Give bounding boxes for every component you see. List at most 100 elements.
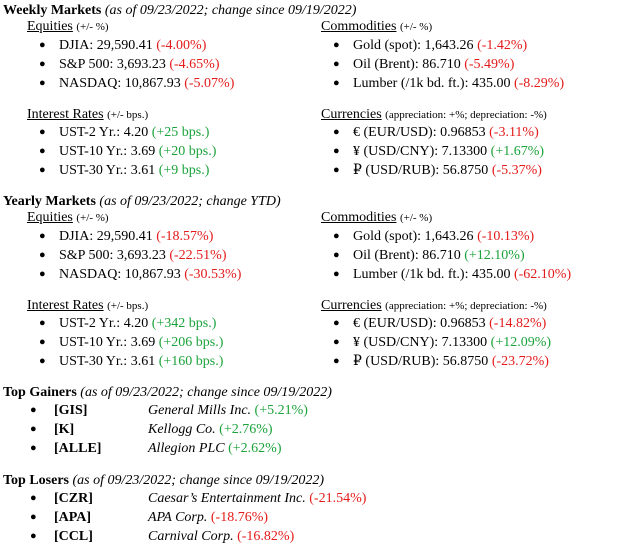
item-change: (-62.10%) bbox=[513, 267, 572, 282]
item-label: € (EUR/USD): 0.96853 bbox=[353, 316, 490, 331]
bullet-icon: ● bbox=[333, 355, 340, 367]
list-item: ● UST-30 Yr.: 3.61 (+9 bps.) bbox=[27, 161, 216, 180]
list-item: ● ¥ (USD/CNY): 7.13300 (+1.67%) bbox=[321, 142, 544, 161]
list-item: ● Lumber (/1k bd. ft.): 435.00 (-8.29%) bbox=[321, 74, 564, 93]
list-item: ● S&P 500: 3,693.23 (-4.65%) bbox=[27, 55, 234, 74]
bullet-icon: ● bbox=[30, 442, 37, 454]
bullet-icon: ● bbox=[39, 77, 46, 89]
item-change: (-5.37%) bbox=[491, 163, 542, 178]
item-change: (+12.09%) bbox=[490, 335, 552, 350]
weekly-title: Weekly Markets (as of 09/23/2022; change… bbox=[3, 3, 357, 18]
yearly-rates-list: ● UST-2 Yr.: 4.20 (+342 bps.) ● UST-10 Yr.:… bbox=[27, 314, 223, 371]
stock-row: ● [ALLE] Allegion PLC (+2.62%) bbox=[0, 439, 308, 458]
losers-subtitle: (as of 09/23/2022; change since 09/19/20… bbox=[72, 473, 325, 488]
item-label: S&P 500: 3,693.23 bbox=[59, 248, 170, 263]
stock-ticker: [CCL] bbox=[54, 529, 93, 544]
item-label: S&P 500: 3,693.23 bbox=[59, 57, 170, 72]
yearly-rates-header: Interest Rates (+/- bps.) bbox=[27, 298, 149, 313]
item-change: (-22.51%) bbox=[169, 248, 227, 263]
item-change: (+160 bps.) bbox=[158, 354, 224, 369]
stock-change: (+2.76%) bbox=[219, 422, 273, 437]
item-change: (-30.53%) bbox=[184, 267, 242, 282]
yearly-title: Yearly Markets (as of 09/23/2022; change… bbox=[3, 194, 281, 209]
bullet-icon: ● bbox=[333, 249, 340, 261]
stock-change: (+5.21%) bbox=[254, 403, 308, 418]
gainers-list: ● [GIS] General Mills Inc. (+5.21%) ● [K] Kel… bbox=[0, 401, 308, 458]
stock-row: ● [K] Kellogg Co. (+2.76%) bbox=[0, 420, 308, 439]
item-change: (-1.42%) bbox=[477, 38, 528, 53]
item-change: (-4.65%) bbox=[169, 57, 220, 72]
bullet-icon: ● bbox=[30, 404, 37, 416]
list-item: ● € (EUR/USD): 0.96853 (-14.82%) bbox=[321, 314, 551, 333]
stock-ticker: [APA] bbox=[54, 510, 92, 525]
item-change: (-4.00%) bbox=[156, 38, 207, 53]
item-label: UST-10 Yr.: 3.69 bbox=[59, 144, 159, 159]
list-item: ● Lumber (/1k bd. ft.): 435.00 (-62.10%) bbox=[321, 265, 571, 284]
weekly-rates-header: Interest Rates (+/- bps.) bbox=[27, 107, 149, 122]
list-item: ● S&P 500: 3,693.23 (-22.51%) bbox=[27, 246, 241, 265]
item-label: ₽ (USD/RUB): 56.8750 bbox=[353, 163, 492, 178]
stock-ticker: [GIS] bbox=[54, 403, 88, 418]
bullet-icon: ● bbox=[39, 268, 46, 280]
list-item: ● UST-2 Yr.: 4.20 (+342 bps.) bbox=[27, 314, 223, 333]
list-item: ● NASDAQ: 10,867.93 (-30.53%) bbox=[27, 265, 241, 284]
list-item: ● Gold (spot): 1,643.26 (-1.42%) bbox=[321, 36, 564, 55]
gainers-title: Top Gainers (as of 09/23/2022; change si… bbox=[3, 385, 332, 400]
item-label: UST-10 Yr.: 3.69 bbox=[59, 335, 159, 350]
yearly-currencies-list: ● € (EUR/USD): 0.96853 (-14.82%) ● ¥ (USD/C… bbox=[321, 314, 551, 371]
item-label: DJIA: 29,590.41 bbox=[59, 229, 157, 244]
bullet-icon: ● bbox=[333, 336, 340, 348]
item-label: ¥ (USD/CNY): 7.13300 bbox=[353, 335, 491, 350]
bullet-icon: ● bbox=[30, 423, 37, 435]
item-change: (-10.13%) bbox=[477, 229, 535, 244]
item-label: NASDAQ: 10,867.93 bbox=[59, 267, 185, 282]
stock-name: Carnival Corp. bbox=[148, 529, 238, 544]
weekly-subtitle: (as of 09/23/2022; change since 09/19/20… bbox=[104, 3, 357, 18]
weekly-currencies-header: Currencies (appreciation: +%; depreciati… bbox=[321, 107, 547, 122]
item-label: Lumber (/1k bd. ft.): 435.00 bbox=[353, 76, 514, 91]
bullet-icon: ● bbox=[333, 268, 340, 280]
stock-change: (-16.82%) bbox=[237, 529, 295, 544]
yearly-currencies-header: Currencies (appreciation: +%; depreciati… bbox=[321, 298, 547, 313]
list-item: ● ₽ (USD/RUB): 56.8750 (-5.37%) bbox=[321, 161, 544, 180]
list-item: ● NASDAQ: 10,867.93 (-5.07%) bbox=[27, 74, 234, 93]
item-label: € (EUR/USD): 0.96853 bbox=[353, 125, 490, 140]
bullet-icon: ● bbox=[333, 58, 340, 70]
yearly-commodities-header: Commodities (+/- %) bbox=[321, 210, 433, 225]
item-change: (-5.49%) bbox=[464, 57, 515, 72]
stock-name: APA Corp. bbox=[148, 510, 211, 525]
bullet-icon: ● bbox=[39, 317, 46, 329]
bullet-icon: ● bbox=[333, 145, 340, 157]
bullet-icon: ● bbox=[30, 492, 37, 504]
bullet-icon: ● bbox=[333, 77, 340, 89]
item-change: (-14.82%) bbox=[489, 316, 547, 331]
list-item: ● UST-30 Yr.: 3.61 (+160 bps.) bbox=[27, 352, 223, 371]
item-change: (+20 bps.) bbox=[158, 144, 217, 159]
weekly-rates-list: ● UST-2 Yr.: 4.20 (+25 bps.) ● UST-10 Yr.: … bbox=[27, 123, 216, 180]
item-label: UST-2 Yr.: 4.20 bbox=[59, 125, 152, 140]
item-label: Gold (spot): 1,643.26 bbox=[353, 38, 478, 53]
item-label: DJIA: 29,590.41 bbox=[59, 38, 157, 53]
item-label: Oil (Brent): 86.710 bbox=[353, 248, 465, 263]
item-change: (-5.07%) bbox=[184, 76, 235, 91]
weekly-commodities-list: ● Gold (spot): 1,643.26 (-1.42%) ● Oil (Bre… bbox=[321, 36, 564, 93]
bullet-icon: ● bbox=[39, 58, 46, 70]
bullet-icon: ● bbox=[30, 530, 37, 542]
bullet-icon: ● bbox=[39, 230, 46, 242]
bullet-icon: ● bbox=[39, 355, 46, 367]
stock-row: ● [CCL] Carnival Corp. (-16.82%) bbox=[0, 527, 366, 546]
stock-change: (+2.62%) bbox=[228, 441, 282, 456]
bullet-icon: ● bbox=[333, 164, 340, 176]
item-change: (-23.72%) bbox=[491, 354, 549, 369]
gainers-subtitle: (as of 09/23/2022; change since 09/19/20… bbox=[80, 385, 332, 400]
list-item: ● ₽ (USD/RUB): 56.8750 (-23.72%) bbox=[321, 352, 551, 371]
yearly-equities-header: Equities (+/- %) bbox=[27, 210, 109, 225]
losers-list: ● [CZR] Caesar’s Entertainment Inc. (-21.5… bbox=[0, 489, 366, 546]
list-item: ● UST-10 Yr.: 3.69 (+20 bps.) bbox=[27, 142, 216, 161]
stock-row: ● [GIS] General Mills Inc. (+5.21%) bbox=[0, 401, 308, 420]
bullet-icon: ● bbox=[39, 336, 46, 348]
losers-title: Top Losers (as of 09/23/2022; change sin… bbox=[3, 473, 325, 488]
item-change: (+1.67%) bbox=[490, 144, 545, 159]
bullet-icon: ● bbox=[39, 39, 46, 51]
list-item: ● € (EUR/USD): 0.96853 (-3.11%) bbox=[321, 123, 544, 142]
